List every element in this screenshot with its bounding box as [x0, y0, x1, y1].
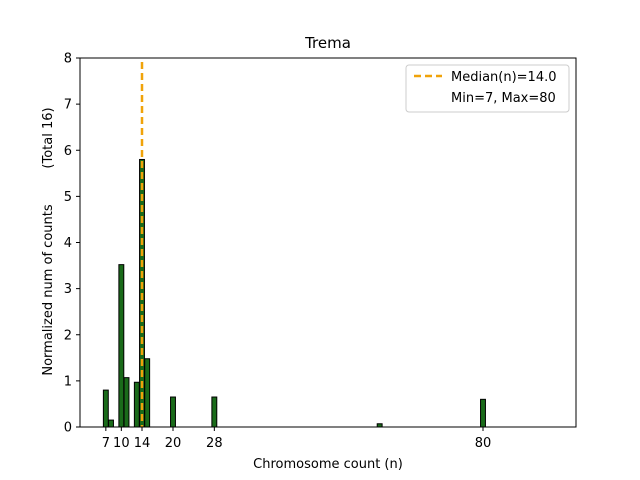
y-tick-label-8: 8	[64, 52, 72, 67]
bar-20	[170, 396, 176, 428]
legend-minmax-label: Min=7, Max=80	[451, 91, 556, 106]
bar-8	[108, 419, 114, 428]
y-tick-label-0: 0	[64, 421, 72, 436]
x-axis-label: Chromosome count (n)	[253, 457, 403, 472]
y-axis-label-note: (Total 16)	[41, 107, 56, 168]
x-tick-label-28: 28	[206, 436, 223, 451]
x-tick-label-20: 20	[165, 436, 182, 451]
x-tick-label-14: 14	[134, 436, 151, 451]
y-tick-label-3: 3	[64, 282, 72, 297]
x-tick-label-10: 10	[113, 436, 130, 451]
chart-title: Trema	[304, 34, 351, 52]
y-tick-label-6: 6	[64, 144, 72, 159]
bar-28	[211, 396, 218, 428]
bar-11	[123, 377, 130, 428]
y-tick-label-1: 1	[64, 374, 72, 389]
bars-group	[102, 158, 486, 428]
y-tick-label-5: 5	[64, 190, 72, 205]
legend: Median(n)=14.0 Min=7, Max=80	[405, 64, 570, 113]
y-tick-label-7: 7	[64, 98, 72, 113]
legend-median-label: Median(n)=14.0	[451, 70, 557, 85]
x-tick-label-7: 7	[102, 436, 110, 451]
y-tick-label-2: 2	[64, 328, 72, 343]
y-axis: 0 1 2 3 4 5 6 7 8	[64, 52, 80, 436]
x-axis: 7 10 14 20 28 80	[102, 427, 492, 451]
bar-13	[133, 381, 140, 428]
bar-15	[144, 358, 151, 428]
bar-7	[102, 389, 109, 428]
bar-80	[480, 398, 486, 428]
legend-box	[405, 64, 570, 113]
y-axis-label: Normalized num of counts	[41, 204, 56, 375]
x-tick-label-80: 80	[475, 436, 492, 451]
plot-frame	[79, 57, 577, 428]
bar-10	[118, 264, 125, 428]
y-tick-label-4: 4	[64, 236, 72, 251]
